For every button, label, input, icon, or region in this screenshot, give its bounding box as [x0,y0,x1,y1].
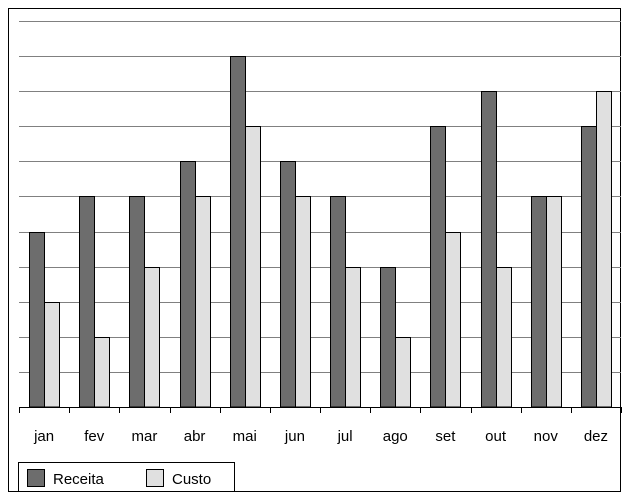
x-tick-label-fev: fev [84,428,105,445]
bar-receita-mai [230,56,246,408]
x-tick-label-jan: jan [33,428,54,445]
gridlines [19,21,621,373]
bar-receita-abr [180,161,196,408]
bar-receita-dez [581,126,597,408]
bar-receita-jul [330,196,346,408]
x-tick-label-dez: dez [584,428,608,445]
x-tick-label-set: set [435,428,456,445]
x-tick-label-mar: mar [131,428,157,445]
bar-receita-fev [79,196,95,408]
legend-label-receita: Receita [53,471,105,488]
bar-receita-jun [280,161,296,408]
x-tick-label-nov: nov [534,428,559,445]
bar-receita-jan [29,232,45,408]
legend: Receita Custo [18,462,235,492]
bar-custo-fev [94,337,110,408]
chart-border [8,8,621,492]
x-tick-label-jun: jun [284,428,305,445]
x-tick-label-mai: mai [233,428,257,445]
bar-custo-abr [195,196,211,408]
legend-swatch-receita [27,469,45,487]
x-tick-label-abr: abr [184,428,206,445]
bar-custo-jan [44,302,60,408]
bar-receita-nov [531,196,547,408]
legend-swatch-custo [146,469,164,487]
legend-label-custo: Custo [172,471,211,488]
bar-receita-set [430,126,446,408]
bar-custo-set [445,232,461,408]
bar-custo-nov [546,196,562,408]
bar-receita-ago [380,267,396,408]
x-tick-label-out: out [485,428,507,445]
x-axis [19,407,622,413]
bar-receita-out [481,91,497,408]
legend-box [18,462,235,492]
bar-custo-jun [295,196,311,408]
x-tick-label-jul: jul [337,428,353,445]
bar-custo-mai [245,126,261,408]
bar-receita-mar [129,196,145,408]
bar-custo-ago [395,337,411,408]
x-tick-label-ago: ago [383,428,408,445]
bar-custo-mar [144,267,160,408]
bar-custo-dez [596,91,612,408]
bars [29,56,612,408]
bar-custo-out [496,267,512,408]
x-tick-labels: jan fev mar abr mai jun jul ago set out nov dez [33,428,608,445]
bar-custo-jul [345,267,361,408]
